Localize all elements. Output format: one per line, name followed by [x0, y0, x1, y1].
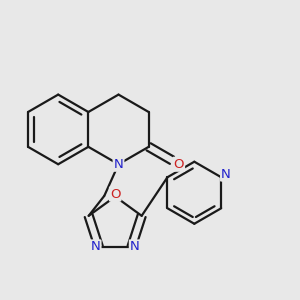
Text: O: O: [174, 158, 184, 171]
Text: O: O: [110, 188, 120, 200]
Text: N: N: [221, 168, 231, 181]
Text: N: N: [91, 240, 100, 254]
Text: N: N: [114, 158, 123, 171]
Text: N: N: [130, 240, 140, 254]
